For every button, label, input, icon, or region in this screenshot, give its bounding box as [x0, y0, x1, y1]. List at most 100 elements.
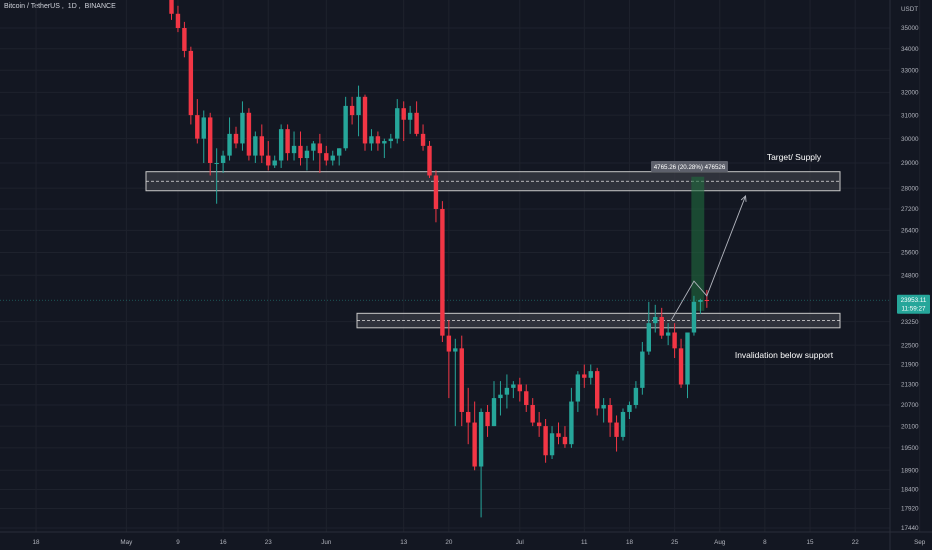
candle-body	[395, 108, 400, 139]
candle-body	[169, 0, 174, 14]
measure-label-box	[651, 161, 728, 172]
projection-path	[670, 195, 746, 321]
candle-body	[220, 155, 226, 163]
candle-body	[401, 108, 406, 120]
time-tick-label: Jun	[321, 539, 332, 546]
candle-body	[478, 411, 484, 467]
price-tick-label: 23250	[901, 319, 919, 326]
candle-body	[524, 391, 529, 405]
candle-body	[620, 411, 626, 437]
zone-label-invalidation: Invalidation below support	[735, 350, 834, 360]
candle-body	[382, 141, 387, 144]
candle-body	[324, 153, 329, 161]
price-tick-label: 21900	[901, 362, 919, 369]
candle-body	[536, 422, 542, 427]
candle-body	[407, 112, 413, 120]
price-tick-label: 24800	[901, 272, 919, 279]
price-tick-label: 35000	[901, 25, 919, 32]
measure-label: 4765.26 (20.28%) 476526	[654, 164, 726, 171]
price-tick-label: 17920	[901, 506, 919, 513]
price-tick-label: 21300	[901, 382, 919, 389]
candle-body	[491, 398, 497, 427]
candle-body	[388, 138, 393, 142]
candle-body	[188, 50, 194, 116]
price-tick-label: 26400	[901, 228, 919, 235]
candle-body	[278, 129, 284, 161]
candle-body	[504, 387, 510, 395]
candle-body	[285, 129, 290, 154]
time-tick-label: 20	[445, 539, 453, 546]
interval-label[interactable]: 1D	[67, 3, 77, 10]
candle-body	[414, 112, 419, 134]
time-tick-label: 16	[220, 539, 228, 546]
time-tick-label: Jul	[516, 539, 524, 546]
candle-body	[575, 374, 581, 402]
time-tick-label: 8	[763, 539, 767, 546]
candle-body	[543, 426, 548, 456]
candle-body	[472, 422, 477, 467]
candle-body	[259, 136, 264, 156]
candle-body	[498, 394, 503, 399]
candle-body	[427, 145, 432, 176]
time-tick-label: 11	[581, 539, 588, 546]
price-tick-label: 33000	[901, 67, 919, 74]
price-tick-label: 28000	[901, 185, 919, 192]
candle-body	[337, 148, 342, 156]
time-tick-label: May	[120, 539, 133, 546]
candle-body	[698, 300, 703, 302]
candle-body	[633, 387, 639, 405]
price-tick-label: 22500	[901, 342, 919, 349]
candle-body	[240, 112, 245, 144]
candle-body	[704, 300, 710, 302]
candle-body	[266, 155, 271, 166]
candle-body	[595, 371, 600, 409]
exchange-label: BINANCE	[84, 3, 116, 10]
candle-body	[678, 348, 684, 385]
price-tick-label: 18400	[901, 487, 919, 494]
candle-body	[453, 348, 458, 352]
price-tick-label: 29000	[901, 160, 919, 167]
candle-body	[175, 13, 181, 28]
candle-body	[691, 301, 697, 333]
candle-body	[672, 332, 677, 349]
candle-body	[511, 384, 516, 388]
price-tick-label: 27200	[901, 206, 919, 213]
candle-body	[659, 316, 664, 336]
candle-body	[607, 404, 613, 423]
time-tick-label: Sep	[914, 539, 926, 546]
candle-body	[317, 143, 323, 154]
candle-body	[195, 115, 200, 139]
candle-body	[549, 433, 555, 456]
time-tick-label: 13	[400, 539, 408, 546]
candle-body	[485, 411, 490, 427]
candle-body	[569, 401, 574, 445]
candle-body	[343, 105, 348, 149]
candle-body	[330, 155, 335, 161]
symbol-name[interactable]: Bitcoin / TetherUS	[4, 3, 60, 10]
candle-body	[208, 117, 213, 163]
candle-body	[349, 105, 355, 116]
candle-body	[459, 348, 464, 412]
candle-body	[562, 436, 568, 445]
candle-body	[362, 96, 368, 144]
price-tick-label: 20100	[901, 423, 919, 430]
price-tick-label: 31000	[901, 112, 919, 119]
candle-body	[375, 136, 381, 144]
price-tick-label: 19500	[901, 445, 919, 452]
time-tick-label: 25	[671, 539, 679, 546]
currency-label: USDT	[901, 6, 918, 13]
time-tick-label: 15	[807, 539, 815, 546]
candle-body	[420, 133, 426, 146]
candle-body	[685, 332, 690, 385]
candle-body	[627, 404, 632, 412]
candle-body	[646, 323, 651, 352]
candle-body	[298, 145, 303, 159]
candle-body	[182, 28, 187, 51]
projection-arrowhead	[740, 194, 747, 202]
candle-body	[201, 117, 206, 139]
candle-body	[614, 422, 619, 437]
last-price-tag	[897, 294, 930, 314]
price-tick-label: 18900	[901, 467, 919, 474]
candle-body	[291, 145, 297, 154]
